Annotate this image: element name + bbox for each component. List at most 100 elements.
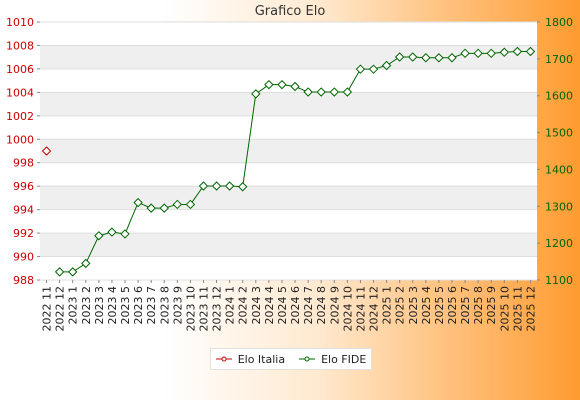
x-tick-label: 2024 12 xyxy=(368,286,381,332)
x-tick-label: 2024 8 xyxy=(315,286,328,325)
x-tick-label: 2023 8 xyxy=(158,286,171,325)
left-tick-label: 1010 xyxy=(6,16,34,29)
data-point xyxy=(54,267,65,277)
data-point xyxy=(211,181,222,191)
x-tick-label: 2023 5 xyxy=(119,286,132,325)
x-tick-label: 2023 10 xyxy=(184,286,197,332)
right-tick-label: 1300 xyxy=(545,200,573,213)
data-point xyxy=(447,53,457,63)
right-tick-label: 1500 xyxy=(545,127,573,140)
left-tick-label: 992 xyxy=(13,227,34,240)
data-point xyxy=(486,48,496,59)
x-tick-label: 2025 11 xyxy=(511,286,524,332)
right-tick-label: 1700 xyxy=(545,53,573,66)
x-tick-label: 2024 3 xyxy=(250,286,263,325)
x-tick-label: 2024 10 xyxy=(341,286,354,332)
right-axis: 1100 1200 1300 1400 1500 1600 1700 1800 xyxy=(537,16,573,287)
data-point xyxy=(67,267,78,277)
data-point xyxy=(408,52,418,62)
grid-band xyxy=(40,186,537,210)
x-tick-label: 2023 1 xyxy=(67,286,80,325)
x-tick-label: 2025 2 xyxy=(394,286,407,325)
grid-band xyxy=(40,92,537,116)
left-tick-label: 1002 xyxy=(6,110,34,123)
data-point xyxy=(251,89,261,99)
data-point xyxy=(290,81,300,92)
data-point xyxy=(434,53,444,63)
x-tick-label: 2025 12 xyxy=(524,286,537,332)
x-tick-label: 2025 6 xyxy=(446,286,459,325)
series-points xyxy=(41,46,536,277)
data-point xyxy=(512,46,523,57)
data-point xyxy=(146,203,156,213)
x-tick-label: 2025 9 xyxy=(485,286,498,325)
left-tick-label: 990 xyxy=(13,251,34,264)
x-tick-label: 2025 1 xyxy=(381,286,394,325)
x-axis: 2022 11 2022 12 2023 1 2023 2 2023 3 2023 4 20… xyxy=(41,280,537,332)
data-point xyxy=(342,87,353,97)
x-tick-label: 2025 7 xyxy=(459,286,472,325)
data-point xyxy=(107,227,117,237)
data-point xyxy=(525,46,536,57)
x-tick-label: 2024 11 xyxy=(354,286,367,332)
data-point xyxy=(277,79,287,90)
right-tick-label: 1600 xyxy=(545,90,573,103)
grid-band xyxy=(40,139,537,163)
data-point xyxy=(264,79,274,90)
data-point xyxy=(499,47,510,57)
data-point xyxy=(198,181,209,191)
data-point xyxy=(120,229,130,239)
legend-label-elo-fide: Elo FIDE xyxy=(321,352,367,366)
data-point xyxy=(172,199,183,210)
x-tick-label: 2023 9 xyxy=(171,286,184,325)
x-tick-label: 2023 6 xyxy=(132,286,145,325)
x-tick-label: 2023 3 xyxy=(93,286,106,325)
x-tick-label: 2024 9 xyxy=(328,286,341,325)
data-point xyxy=(238,182,248,192)
data-point xyxy=(133,197,143,208)
right-tick-label: 1200 xyxy=(545,237,573,250)
x-tick-label: 2025 4 xyxy=(420,286,433,325)
x-tick-label: 2023 12 xyxy=(211,286,224,332)
right-tick-label: 1400 xyxy=(545,163,573,176)
grid-bands xyxy=(40,45,537,257)
data-point xyxy=(224,181,235,191)
legend-swatch-green-icon xyxy=(299,356,316,362)
x-tick-label: 2024 5 xyxy=(276,286,289,325)
right-tick-label: 1800 xyxy=(545,16,573,29)
left-tick-label: 998 xyxy=(13,157,34,170)
left-tick-label: 1004 xyxy=(6,86,34,99)
x-tick-label: 2023 11 xyxy=(197,286,210,332)
legend-label-elo-italia: Elo Italia xyxy=(237,352,286,366)
data-point xyxy=(159,203,169,213)
right-tick-label: 1100 xyxy=(545,274,573,287)
left-tick-label: 1006 xyxy=(6,63,34,76)
data-point xyxy=(329,87,339,97)
legend-item-elo-italia: Elo Italia xyxy=(215,352,286,366)
x-tick-label: 2022 11 xyxy=(41,286,54,332)
grid-lines xyxy=(40,21,537,281)
left-tick-label: 1000 xyxy=(6,133,34,146)
chart-title: Grafico Elo xyxy=(254,4,326,19)
left-axis: 988 990 992 994 996 998 1000 1002 1004 1006 1008 10… xyxy=(6,16,40,287)
left-tick-label: 1008 xyxy=(6,39,34,52)
x-tick-label: 2024 2 xyxy=(237,286,250,325)
left-tick-label: 988 xyxy=(13,274,34,287)
data-point xyxy=(303,87,313,97)
legend-swatch-red-icon xyxy=(215,356,232,362)
data-point xyxy=(460,48,470,59)
left-tick-label: 994 xyxy=(13,204,34,217)
data-point xyxy=(94,231,104,241)
x-tick-label: 2025 8 xyxy=(472,286,485,325)
legend: Elo Italia Elo FIDE xyxy=(210,348,372,370)
data-point xyxy=(368,64,379,74)
data-point xyxy=(185,199,196,210)
grid-band xyxy=(40,45,537,69)
data-point xyxy=(473,48,483,59)
data-point xyxy=(81,258,91,269)
x-tick-label: 2024 6 xyxy=(289,286,302,325)
x-tick-label: 2025 5 xyxy=(433,286,446,325)
data-point xyxy=(41,146,52,156)
data-point xyxy=(316,87,326,97)
x-tick-label: 2022 12 xyxy=(54,286,67,332)
